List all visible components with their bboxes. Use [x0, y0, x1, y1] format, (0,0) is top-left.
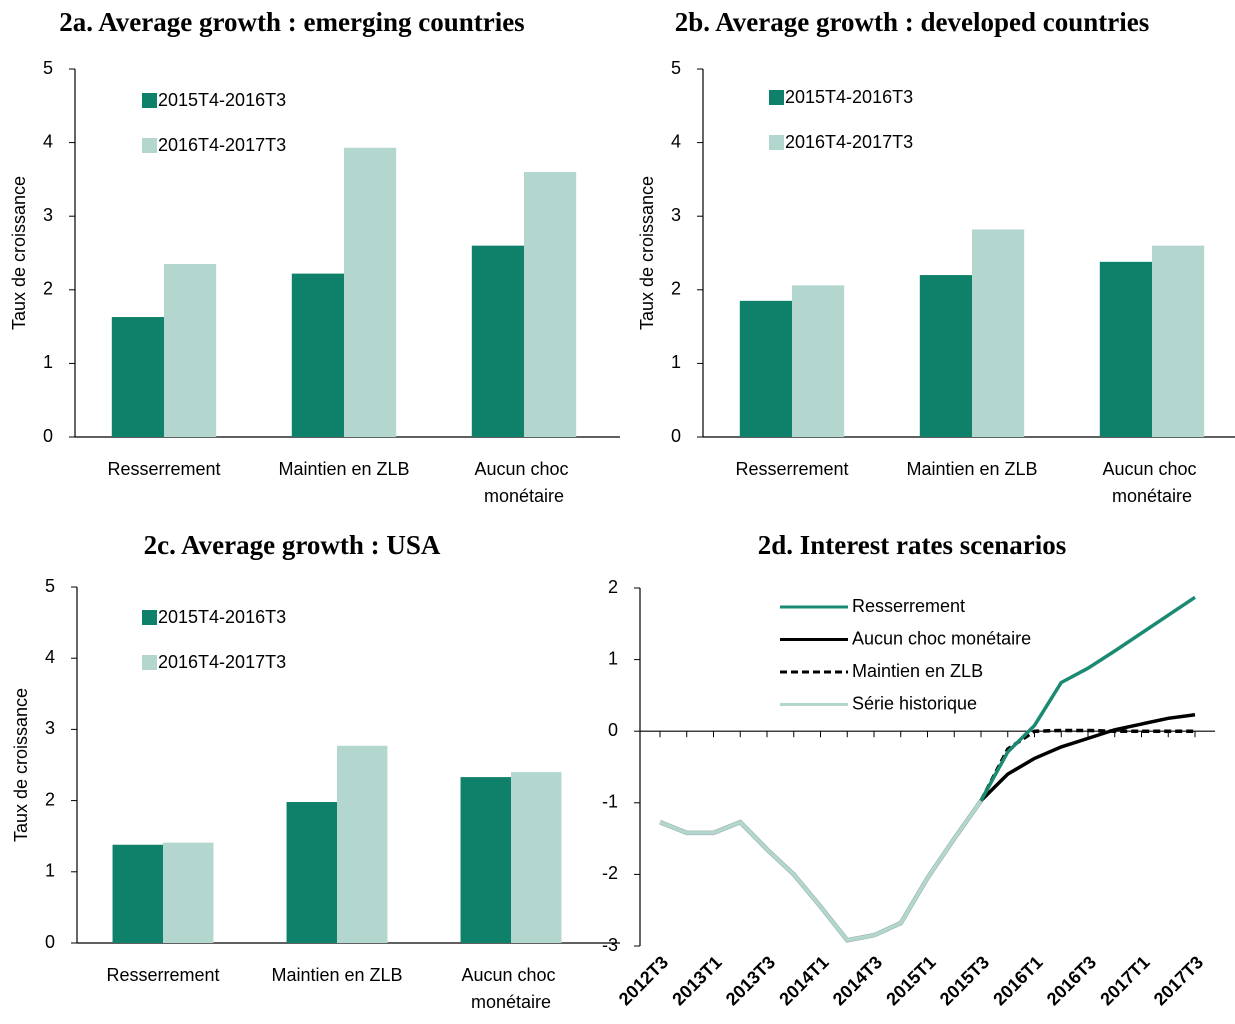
y-tick-label: -3	[602, 935, 618, 955]
y-tick-label: 2	[608, 577, 618, 597]
bar	[471, 245, 524, 437]
chart-title: 2c. Average growth : USA	[144, 530, 441, 560]
line	[979, 728, 1195, 802]
x-tick-label: 2015T1	[882, 952, 939, 1009]
y-tick-label: 3	[671, 205, 681, 225]
y-tick-label: -2	[602, 863, 618, 883]
bar	[1099, 261, 1152, 437]
bar	[337, 745, 388, 943]
y-axis-label: Taux de croissance	[9, 176, 29, 330]
legend-swatch	[142, 655, 157, 670]
bar	[524, 172, 577, 438]
bar	[460, 777, 511, 943]
x-tick-label: Maintien en ZLB	[271, 965, 402, 985]
x-tick-label: 2016T3	[1043, 952, 1100, 1009]
x-tick-label: 2013T3	[722, 952, 779, 1009]
legend-label: 2016T4-2017T3	[158, 135, 286, 155]
y-tick-label: 0	[45, 932, 55, 952]
x-tick-label: Resserrement	[106, 965, 219, 985]
bar	[792, 285, 845, 437]
legend-label: 2016T4-2017T3	[158, 652, 286, 672]
y-tick-label: 3	[45, 718, 55, 738]
x-tick-label: 2017T1	[1096, 952, 1153, 1009]
x-tick-label: Maintien en ZLB	[278, 459, 409, 479]
y-tick-label: 3	[43, 205, 53, 225]
y-tick-label: -1	[602, 792, 618, 812]
bar	[511, 772, 562, 943]
x-tick-label: Aucun choc monétaire	[461, 965, 560, 1012]
chart-title: 2d. Interest rates scenarios	[758, 530, 1066, 560]
x-tick-label: 2012T3	[615, 952, 672, 1009]
y-tick-label: 1	[608, 648, 618, 668]
bar	[286, 802, 337, 943]
x-tick-label: Resserrement	[107, 459, 220, 479]
y-tick-label: 5	[45, 576, 55, 596]
legend-label: 2016T4-2017T3	[785, 132, 913, 152]
bar	[972, 229, 1025, 437]
legend-label: Maintien en ZLB	[852, 661, 983, 681]
x-tick-label: Aucun choc monétaire	[474, 459, 573, 506]
legend-swatch	[142, 93, 157, 108]
legend-label: 2015T4-2016T3	[158, 90, 286, 110]
bar	[164, 264, 217, 437]
y-tick-label: 4	[671, 131, 681, 151]
x-tick-label: 2017T3	[1150, 952, 1207, 1009]
bar	[163, 842, 214, 943]
legend-swatch	[142, 138, 157, 153]
x-tick-label: Maintien en ZLB	[906, 459, 1037, 479]
chart-title: 2b. Average growth : developed countries	[675, 7, 1149, 37]
legend-swatch	[769, 90, 784, 105]
y-tick-label: 2	[671, 279, 681, 299]
line	[979, 712, 1196, 802]
bar	[291, 273, 344, 437]
x-tick-label: 2015T3	[936, 952, 993, 1009]
legend-label: Aucun choc monétaire	[852, 628, 1031, 648]
x-tick-label: 2014T1	[775, 952, 832, 1009]
y-tick-label: 0	[608, 720, 618, 740]
y-tick-label: 0	[43, 426, 53, 446]
y-tick-label: 1	[45, 861, 55, 881]
legend-label: Série historique	[852, 693, 977, 713]
bar	[111, 317, 164, 437]
bar	[919, 275, 972, 437]
bar	[112, 844, 163, 943]
y-tick-label: 2	[45, 789, 55, 809]
legend-swatch	[769, 135, 784, 150]
x-tick-label: 2013T1	[668, 952, 725, 1009]
chart-title: 2a. Average growth : emerging countries	[59, 7, 524, 37]
x-tick-label: 2016T1	[989, 952, 1046, 1009]
legend-label: 2015T4-2016T3	[158, 607, 286, 627]
x-tick-label: Aucun choc monétaire	[1102, 459, 1201, 506]
line	[659, 799, 983, 943]
x-tick-label: Resserrement	[735, 459, 848, 479]
y-tick-label: 1	[671, 352, 681, 372]
y-tick-label: 4	[45, 647, 55, 667]
line	[979, 595, 1196, 802]
bar	[344, 147, 397, 437]
y-tick-label: 1	[43, 352, 53, 372]
x-tick-label: 2014T3	[829, 952, 886, 1009]
legend-swatch	[142, 610, 157, 625]
y-tick-label: 0	[671, 426, 681, 446]
bar	[739, 300, 792, 437]
y-tick-label: 5	[671, 58, 681, 78]
bar	[1152, 245, 1205, 437]
y-tick-label: 4	[43, 131, 53, 151]
y-tick-label: 2	[43, 279, 53, 299]
y-axis-label: Taux de croissance	[637, 176, 657, 330]
y-tick-label: 5	[43, 58, 53, 78]
legend-label: Resserrement	[852, 596, 965, 616]
y-axis-label: Taux de croissance	[11, 688, 31, 842]
legend-label: 2015T4-2016T3	[785, 87, 913, 107]
